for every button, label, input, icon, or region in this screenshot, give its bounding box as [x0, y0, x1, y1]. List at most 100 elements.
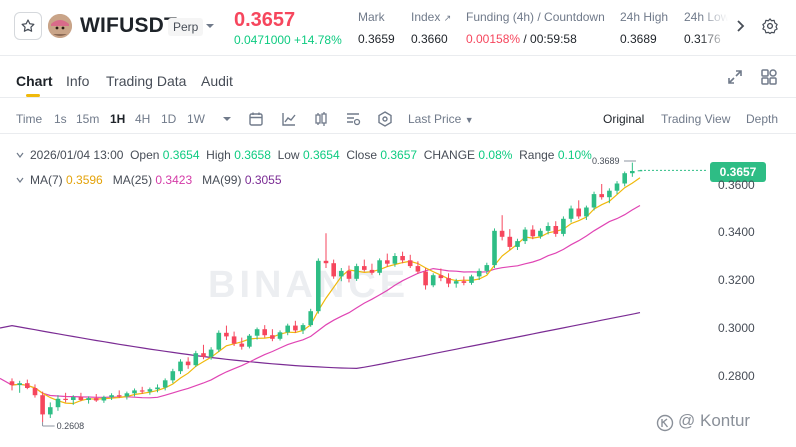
y-axis-tick: 0.3600 — [718, 178, 755, 192]
candle-body — [561, 218, 566, 234]
ma99-line — [0, 312, 641, 370]
interval-dropdown-icon[interactable] — [218, 110, 236, 128]
ma7-value: 0.3596 — [66, 173, 103, 187]
price-chart[interactable]: BINANCE 0.3689 0.2608 2026/01/04 13:00 Op… — [0, 136, 796, 447]
interval-1w[interactable]: 1W — [187, 112, 205, 126]
symbol-name[interactable]: WIFUSDT — [80, 14, 178, 37]
ma25-line — [0, 204, 641, 399]
interval-4h[interactable]: 4H — [135, 112, 151, 126]
candle-body — [622, 173, 627, 184]
candle-type-icon[interactable] — [312, 110, 330, 128]
candle-body — [170, 371, 176, 381]
candle-body — [93, 398, 99, 401]
price-type-select[interactable]: Last Price ▼ — [408, 112, 474, 126]
expand-icon[interactable] — [726, 68, 744, 86]
candle-body — [71, 397, 76, 400]
collapse-icon[interactable] — [16, 176, 24, 184]
tab-chart[interactable]: Chart — [16, 73, 53, 89]
candle-body — [484, 265, 490, 271]
candle-body — [584, 207, 589, 217]
ma99-value: 0.3055 — [244, 173, 282, 187]
view-trading-view[interactable]: Trading View — [661, 112, 731, 126]
y-axis-tick: 0.3400 — [718, 225, 755, 239]
scroll-stats-button[interactable] — [728, 14, 752, 38]
candle-body — [492, 230, 497, 266]
kontur-logo-icon — [656, 414, 674, 432]
candle-body — [415, 266, 421, 272]
chevron-down-icon: ▼ — [464, 115, 474, 125]
candle-body — [568, 208, 574, 219]
candle-body — [9, 381, 15, 386]
candle-body — [599, 194, 604, 198]
y-axis-tick: 0.2800 — [718, 369, 755, 383]
candle-body — [530, 229, 536, 237]
ticker-header: WIFUSDT Perp 0.3657 0.0471000 +14.78% Ma… — [0, 0, 796, 56]
collapse-icon[interactable] — [16, 151, 24, 159]
candle-body — [522, 229, 528, 242]
candle-body — [270, 335, 275, 339]
candle-body — [545, 226, 551, 231]
tab-info[interactable]: Info — [66, 73, 90, 89]
candle-body — [607, 190, 612, 198]
ohlc-legend: 2026/01/04 13:00 Open 0.3654 High 0.3658… — [16, 148, 592, 162]
low-marker-label: 0.2608 — [57, 421, 85, 431]
candle-body — [101, 397, 107, 401]
stat-value: 0.00158% / 00:59:58 — [466, 32, 605, 46]
view-original[interactable]: Original — [603, 112, 645, 126]
candle-body — [293, 325, 298, 331]
index-price-stat: Index ↗ 0.3660 — [411, 10, 451, 46]
stat-label: Mark — [358, 10, 385, 24]
layout-grid-icon[interactable] — [760, 68, 778, 86]
chart-settings-icon[interactable] — [344, 110, 362, 128]
candle-body — [124, 393, 130, 397]
candle-body — [507, 236, 513, 247]
candle-body — [369, 269, 375, 273]
candle-body — [331, 263, 336, 277]
active-tab-indicator — [26, 94, 40, 97]
candle-body — [316, 260, 321, 312]
candle-body — [453, 281, 459, 284]
candle-body — [63, 398, 68, 400]
candle-body — [430, 275, 436, 286]
candle-body — [407, 260, 413, 267]
time-menu[interactable]: Time — [16, 112, 43, 126]
ohlc-date: 2026/01/04 13:00 — [30, 148, 124, 162]
candle-body — [308, 311, 313, 326]
interval-1h[interactable]: 1H — [110, 112, 126, 126]
interval-1d[interactable]: 1D — [161, 112, 177, 126]
stat-value: 0.3689 — [620, 32, 657, 46]
template-icon[interactable] — [376, 110, 394, 128]
interval-15m[interactable]: 15m — [76, 112, 100, 126]
countdown: / 00:59:58 — [520, 32, 577, 46]
external-link-icon[interactable]: ↗ — [443, 13, 452, 23]
candle-body — [147, 389, 153, 392]
ohlc-high: 0.3658 — [234, 148, 271, 162]
chart-toolbar: Time 1s 15m 1H 4H 1D 1W Last Price ▼ Ori… — [0, 104, 796, 134]
kontur-watermark: @ Kontur — [678, 411, 751, 430]
candle-body — [224, 332, 229, 337]
candle-body — [78, 397, 84, 400]
candle-body — [377, 260, 382, 273]
candle-body — [614, 183, 620, 191]
candle-body — [300, 325, 306, 331]
mark-price-stat: Mark 0.3659 — [358, 10, 395, 46]
stat-value: 0.3659 — [358, 32, 395, 46]
stat-label: Funding (4h) / Countdown — [466, 10, 605, 24]
candle-body — [193, 353, 199, 366]
tab-audit[interactable]: Audit — [201, 73, 233, 89]
indicator-chart-icon[interactable] — [280, 110, 298, 128]
interval-1s[interactable]: 1s — [54, 112, 67, 126]
candlestick-plot[interactable]: 0.3689 0.2608 — [0, 136, 796, 447]
calendar-icon[interactable] — [247, 110, 265, 128]
favorite-button[interactable] — [14, 12, 42, 40]
stats-fade — [700, 0, 728, 55]
tab-trading-data[interactable]: Trading Data — [106, 73, 187, 89]
view-depth[interactable]: Depth — [746, 112, 779, 126]
candle-body — [208, 349, 214, 357]
candle-body — [476, 270, 482, 277]
y-axis-tick: 0.3000 — [718, 321, 755, 335]
high-marker-label: 0.3689 — [592, 156, 620, 166]
candle-body — [392, 256, 398, 264]
chevron-down-icon[interactable] — [204, 20, 216, 32]
settings-button[interactable] — [758, 14, 782, 38]
